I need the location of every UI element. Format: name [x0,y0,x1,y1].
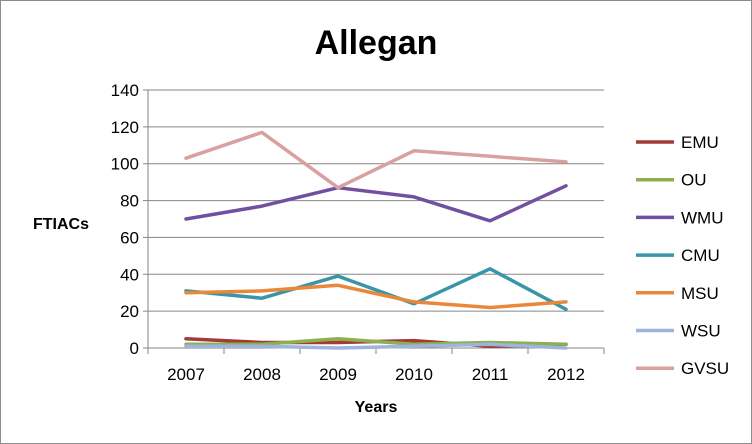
y-tick-label: 0 [130,339,139,358]
chart-title: Allegan [315,24,438,62]
gridlines [148,89,604,312]
legend-label: GVSU [681,359,729,378]
legend-label: OU [681,171,707,190]
y-tick-labels: 0 20 40 60 80 100 120 140 [111,81,139,358]
y-axis-label: FTIACs [33,216,89,233]
series-line-msu [184,283,568,310]
y-tick-label: 120 [111,118,139,137]
legend-entry-gvsu: GVSU [636,359,729,378]
legend-label: WSU [681,322,721,341]
legend-entry-wsu: WSU [636,322,721,341]
legend-label: EMU [681,133,719,152]
series-line-cmu [184,267,568,312]
legend-label: MSU [681,284,719,303]
axes [143,89,605,354]
legend-entry-cmu: CMU [636,246,720,265]
x-tick-labels: 2007 2008 2009 2010 2011 2012 [167,365,585,384]
x-tick-label: 2008 [243,365,281,384]
legend-entry-wmu: WMU [636,208,723,227]
series-lines [184,130,568,350]
legend-entry-msu: MSU [636,284,719,303]
legend-entry-emu: EMU [636,133,719,152]
x-tick-label: 2011 [472,365,509,384]
y-tick-label: 80 [120,192,139,211]
series-line-ou [184,337,568,347]
x-tick-label: 2012 [547,365,585,384]
y-tick-label: 60 [120,228,139,247]
series-line-wmu [184,184,568,223]
legend-entry-ou: OU [636,171,707,190]
x-tick-label: 2009 [319,365,357,384]
y-tick-label: 100 [111,155,139,174]
legend: EMU OU WMU CMU MSU WSU GVSU [636,133,729,378]
legend-label: CMU [681,246,720,265]
y-tick-label: 140 [111,81,139,100]
x-tick-label: 2007 [167,365,205,384]
y-tick-label: 20 [120,302,139,321]
legend-label: WMU [681,208,723,227]
x-tick-label: 2010 [395,365,433,384]
x-axis-label: Years [355,399,398,416]
series-line-gvsu [184,130,568,190]
series-line-wsu [184,342,568,350]
y-tick-label: 40 [120,265,139,284]
